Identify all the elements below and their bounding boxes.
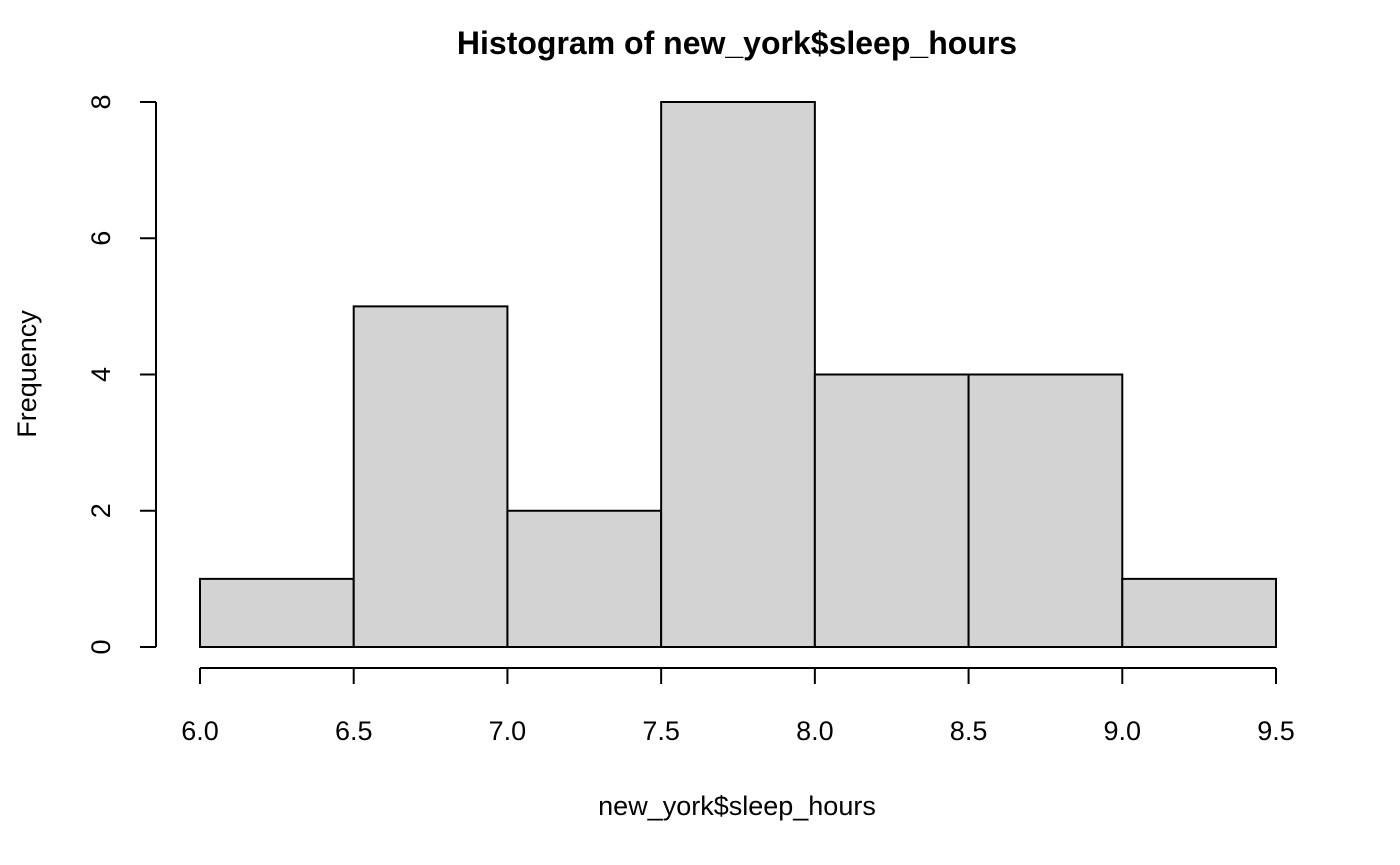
y-tick-label-0: 0 [86, 639, 116, 654]
chart-title: Histogram of new_york$sleep_hours [457, 25, 1017, 61]
x-tick-label-6: 9.0 [1104, 716, 1142, 746]
histogram-bar-0 [199, 577, 355, 648]
histogram-bar-1 [352, 305, 509, 648]
histogram-bar-4 [813, 373, 970, 648]
y-axis: 0 2 4 6 8 [86, 94, 157, 655]
x-tick-label-3: 7.5 [642, 716, 680, 746]
histogram-bars [199, 101, 1278, 648]
x-tick-label-4: 8.0 [796, 716, 834, 746]
x-axis-label: new_york$sleep_hours [598, 791, 876, 821]
x-tick-label-2: 7.0 [489, 716, 527, 746]
x-tick-label-5: 8.5 [950, 716, 988, 746]
histogram-bar-3 [660, 101, 816, 648]
y-tick-label-1: 2 [86, 503, 116, 518]
y-tick-label-3: 6 [86, 231, 116, 246]
y-tick-label-2: 4 [86, 367, 116, 382]
x-axis: 6.0 6.5 7.0 7.5 8.0 8.5 9.0 9.5 [181, 667, 1295, 746]
x-tick-label-7: 9.5 [1257, 716, 1295, 746]
histogram-bar-2 [506, 509, 663, 648]
histogram-bar-5 [967, 373, 1124, 648]
y-tick-label-4: 8 [86, 94, 116, 109]
x-tick-label-1: 6.5 [335, 716, 373, 746]
histogram-bar-6 [1121, 577, 1278, 648]
y-axis-label: Frequency [12, 310, 42, 438]
x-tick-label-0: 6.0 [181, 716, 219, 746]
